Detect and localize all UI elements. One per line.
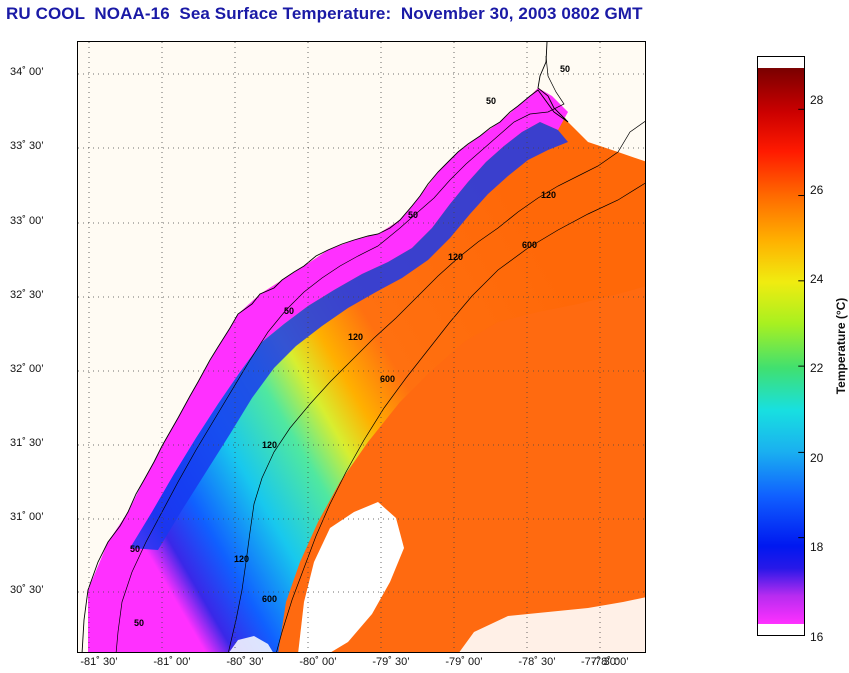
longitude-label: -78˚ 00’ xyxy=(591,656,629,668)
land xyxy=(78,42,547,652)
isobath-label: 50 xyxy=(130,544,140,554)
cloud-mask xyxy=(229,502,645,652)
latitude-label: 30˚ 30’ xyxy=(10,584,44,596)
coastal-cold-band xyxy=(108,88,568,548)
latitude-label: 33˚ 00’ xyxy=(10,215,44,227)
colorbar-tick: 18 xyxy=(810,540,824,554)
isobath-label: 120 xyxy=(448,252,463,262)
isobath-label: 50 xyxy=(284,306,294,316)
colorbar-tick: 16 xyxy=(810,630,824,644)
colorbar-tick: 24 xyxy=(810,272,824,286)
latitude-label: 31˚ 30’ xyxy=(10,437,44,449)
colorbar-tick: 20 xyxy=(810,451,824,465)
colorbar-tick: 26 xyxy=(810,183,824,197)
isobath-labels: 50 50 50 50 50 50 120 120 120 120 120 60… xyxy=(130,64,570,628)
longitude-label: -81˚ 30’ xyxy=(80,656,118,668)
longitude-label: -80˚ 30’ xyxy=(226,656,264,668)
isobath-label: 120 xyxy=(541,190,556,200)
cold-blue-band xyxy=(130,122,568,550)
isobath-label: 50 xyxy=(560,64,570,74)
isobath-50 xyxy=(115,55,565,652)
colorbar-tick: 22 xyxy=(810,361,824,375)
isobath-label: 120 xyxy=(348,332,363,342)
isobath-label: 600 xyxy=(380,374,395,384)
isobath-label: 120 xyxy=(262,440,277,450)
isobath-label: 50 xyxy=(134,618,144,628)
graticule xyxy=(78,42,645,652)
temperature-colorbar xyxy=(757,56,805,636)
sst-map[interactable]: 50 50 50 50 50 50 120 120 120 120 120 60… xyxy=(77,41,646,653)
isobath-label: 600 xyxy=(522,240,537,250)
latitude-label: 33˚ 30’ xyxy=(10,140,44,152)
isobath-600 xyxy=(276,182,645,652)
longitude-label: -79˚ 30’ xyxy=(372,656,410,668)
isobath-label: 50 xyxy=(486,96,496,106)
isobath-label: 50 xyxy=(408,210,418,220)
coastline xyxy=(81,42,569,652)
latitude-label: 32˚ 30’ xyxy=(10,289,44,301)
sst-map-svg: 50 50 50 50 50 50 120 120 120 120 120 60… xyxy=(78,42,645,652)
colorbar-label: Temperature (°C) xyxy=(834,297,848,395)
latitude-label: 31˚ 00’ xyxy=(10,511,44,523)
isobath-label: 600 xyxy=(262,594,277,604)
isobath-label: 120 xyxy=(234,554,249,564)
latitude-label: 32˚ 00’ xyxy=(10,363,44,375)
isobath-120 xyxy=(228,120,645,652)
colorbar-tick: 28 xyxy=(810,93,824,107)
map-title: RU COOL NOAA-16 Sea Surface Temperature:… xyxy=(6,4,643,23)
longitude-label: -79˚ 00’ xyxy=(445,656,483,668)
longitude-label: -78˚ 30’ xyxy=(518,656,556,668)
latitude-label: 34˚ 00’ xyxy=(10,66,44,78)
longitude-label: -80˚ 00’ xyxy=(299,656,337,668)
longitude-label: -77˚ 30’ xyxy=(581,656,619,668)
longitude-label: -81˚ 00’ xyxy=(153,656,191,668)
